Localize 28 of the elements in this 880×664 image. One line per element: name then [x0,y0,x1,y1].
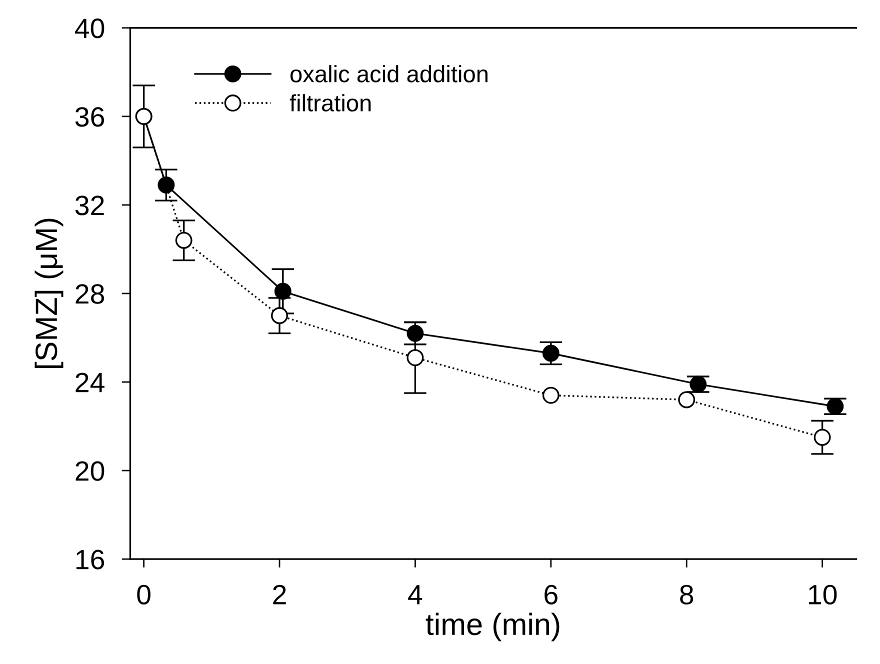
point [158,176,175,194]
y-tick-label: 28 [76,284,104,304]
point [274,282,292,300]
point [271,307,288,324]
x-tick-label: 6 [544,584,558,604]
point [678,391,696,408]
x-tick-label: 0 [137,584,150,604]
x-axis-title: time (min) [426,612,560,642]
y-tick-label: 16 [76,550,104,570]
x-tick-label: 2 [273,584,286,604]
point [690,376,707,393]
y-tick-label: 20 [76,461,104,481]
x-tick-label: 4 [408,585,422,604]
y-axis-title: [SMZ] (μM) [34,218,64,368]
point [542,386,560,404]
point [826,398,844,415]
point [406,349,424,366]
y-tick-label: 32 [75,196,104,216]
point [175,232,192,249]
x-tick-label: 10 [808,584,837,604]
y-tick-label: 40 [74,18,104,38]
y-tick-label: 24 [76,372,104,392]
legend-label: oxalic acid addition [290,65,488,82]
x-tick-label: 8 [680,584,694,604]
point [814,428,831,446]
point [542,344,560,362]
legend-label: filtration [290,94,371,112]
y-tick-label: 36 [75,107,104,127]
